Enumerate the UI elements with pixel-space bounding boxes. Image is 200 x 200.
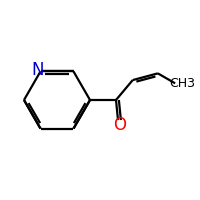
Text: CH3: CH3 [170, 77, 196, 90]
Text: O: O [113, 116, 126, 134]
Text: N: N [31, 61, 44, 79]
